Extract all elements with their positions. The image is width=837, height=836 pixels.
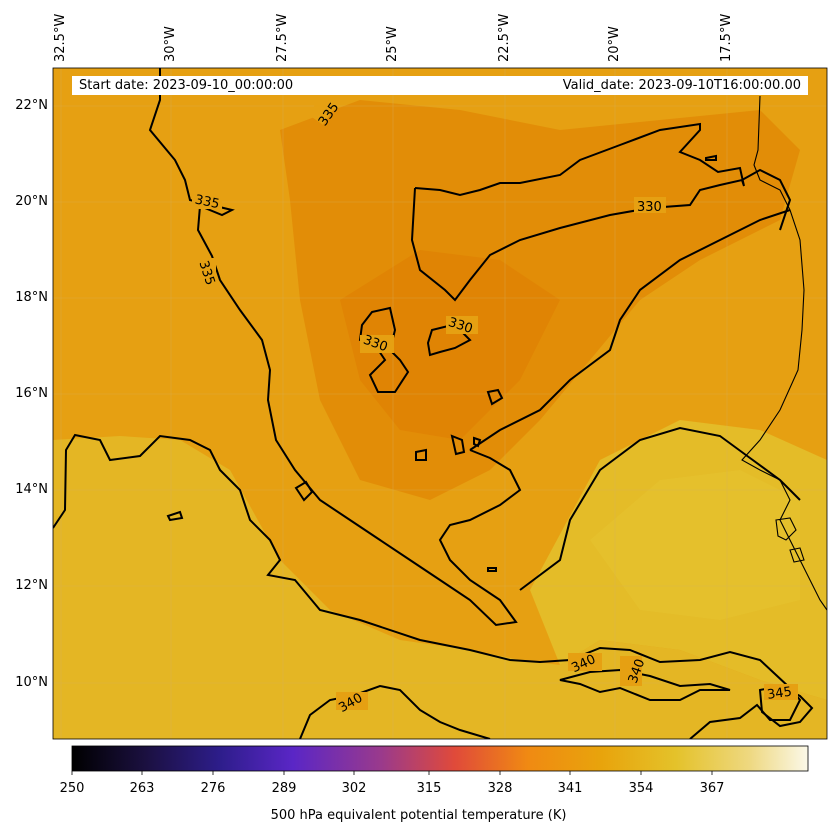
lat-label-22n: 22°N <box>15 98 48 113</box>
gridlines <box>53 68 827 739</box>
colorbar-tick-label: 315 <box>416 781 442 796</box>
contour-small-6 <box>415 448 427 461</box>
valid-date: Valid_date: 2023-09-10T16:00:00.00 <box>562 78 801 93</box>
lon-label-20w: 20°W <box>607 26 622 62</box>
info-bar: Start date: 2023-09-10_00:00:00 Valid_da… <box>72 76 808 95</box>
lon-label-30w: 30°W <box>163 26 178 62</box>
contour-small-8 <box>487 567 497 572</box>
theta-e-field <box>53 68 827 739</box>
colorbar <box>71 745 809 772</box>
colorbar-label: 500 hPa equivalent potential temperature… <box>270 808 567 823</box>
coastline <box>741 95 827 611</box>
contour-se-warm <box>519 426 801 591</box>
lon-label-27-5w: 27.5°W <box>275 13 290 62</box>
contour-small-2 <box>166 510 184 522</box>
colorbar-ticks <box>71 771 713 775</box>
lon-label-22-5w: 22.5°W <box>497 13 512 62</box>
colorbar-tick-label: 328 <box>487 781 513 796</box>
lat-label-14n: 14°N <box>15 482 48 497</box>
contour-330-line-east <box>741 168 792 231</box>
contour-labels: 335 335 335 330 330 330 340 340 340 345 <box>193 100 792 716</box>
contour-335-west <box>148 68 522 627</box>
contour-330-north <box>410 122 745 302</box>
colorbar-tick-label: 302 <box>341 781 367 796</box>
contour-small-3 <box>486 388 504 406</box>
contour-label: 330 <box>446 315 474 337</box>
lat-label-18n: 18°N <box>15 290 48 305</box>
lat-label-12n: 12°N <box>15 578 48 593</box>
start-date: Start date: 2023-09-10_00:00:00 <box>79 78 294 93</box>
contour-label: 330 <box>637 200 662 215</box>
colorbar-tick-label: 367 <box>699 781 725 796</box>
colorbar-tick-label: 289 <box>271 781 297 796</box>
contour-small-4 <box>450 434 466 456</box>
colorbar-tick-label: 341 <box>557 781 583 796</box>
lat-label-10n: 10°N <box>15 675 48 690</box>
contour-label-masks <box>192 93 798 710</box>
lon-label-25w: 25°W <box>385 26 400 62</box>
lon-label-32-5w: 32.5°W <box>53 13 68 62</box>
lat-label-16n: 16°N <box>15 386 48 401</box>
colorbar-tick-label: 354 <box>628 781 654 796</box>
map-frame <box>52 67 828 740</box>
contour-small-1 <box>294 480 314 502</box>
lat-label-20n: 20°N <box>15 194 48 209</box>
contour-small-5 <box>473 436 482 448</box>
colorbar-tick-label: 250 <box>59 781 85 796</box>
lon-label-17-5w: 17.5°W <box>719 13 734 62</box>
contour-340-sw <box>53 433 802 739</box>
contour-label: 335 <box>193 192 220 212</box>
colorbar-tick-label: 276 <box>200 781 226 796</box>
contour-south-boundary <box>469 209 791 451</box>
contour-340-south <box>299 684 491 739</box>
contour-small-7 <box>705 154 717 161</box>
contour-label: 335 <box>195 259 217 287</box>
contour-label: 345 <box>766 685 793 703</box>
colorbar-tick-label: 263 <box>129 781 155 796</box>
